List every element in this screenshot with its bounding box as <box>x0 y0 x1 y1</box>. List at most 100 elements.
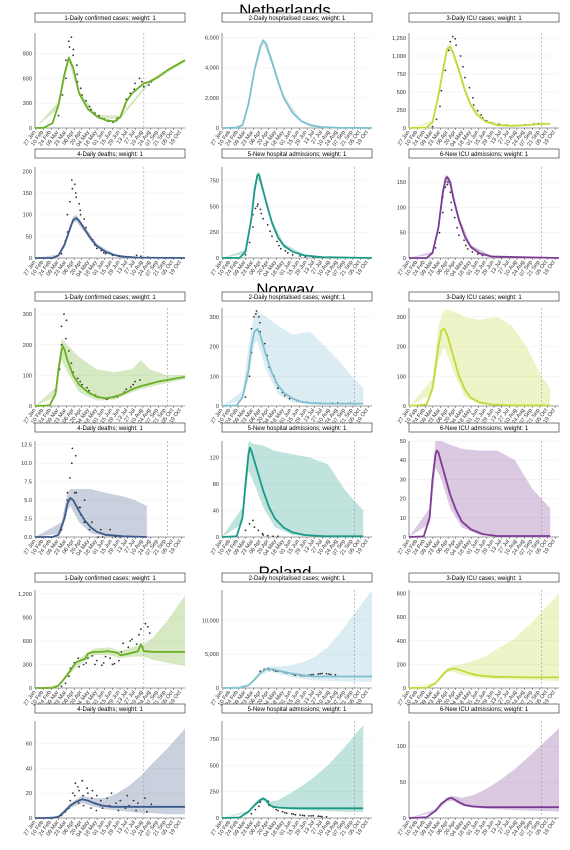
observed-point <box>266 534 269 537</box>
panel: 2-Daily hospitalised cases; weight: 1 0 5,… <box>202 572 373 708</box>
observed-point <box>60 252 63 255</box>
y-tick-label: 200 <box>397 345 406 351</box>
observed-point <box>99 528 102 531</box>
y-tick-label: 40 <box>26 766 32 772</box>
y-tick-label: 100 <box>210 374 219 380</box>
observed-point <box>258 805 260 808</box>
observed-point <box>78 665 80 668</box>
observed-point <box>444 69 447 72</box>
observed-point <box>69 200 71 203</box>
observed-point <box>244 396 247 398</box>
observed-point <box>82 804 85 807</box>
observed-point <box>450 201 453 204</box>
observed-point <box>102 251 105 254</box>
observed-point <box>91 521 93 524</box>
observed-point <box>86 386 88 389</box>
credible-band <box>409 174 559 258</box>
observed-point <box>310 815 313 817</box>
y-tick-label: 0.0 <box>24 535 32 541</box>
observed-point <box>254 808 257 811</box>
observed-point <box>118 659 120 662</box>
observed-point <box>81 94 83 96</box>
observed-point <box>334 673 337 676</box>
panel: 3-Daily ICU cases; weight: 1010020030027… <box>397 291 560 426</box>
observed-point <box>78 789 80 792</box>
panel-title: 1-Daily confirmed cases; weight: 1 <box>64 576 156 582</box>
observed-point <box>135 254 138 257</box>
observed-point <box>79 380 82 383</box>
observed-point <box>252 226 254 228</box>
y-tick-label: 300 <box>23 312 32 318</box>
panel: 2-Daily hospitalised cases; weight: 1 0 10… <box>210 291 373 426</box>
y-tick-label: 100 <box>23 373 32 379</box>
observed-point <box>447 49 450 52</box>
observed-point <box>317 673 320 675</box>
y-tick-label: 60 <box>26 741 32 747</box>
observed-point <box>113 662 116 665</box>
observed-point <box>99 799 102 802</box>
observed-point <box>115 802 117 804</box>
y-tick-label: 20 <box>400 497 406 503</box>
observed-point <box>248 241 251 244</box>
observed-point <box>259 670 262 672</box>
fit-line <box>409 176 560 259</box>
observed-point <box>73 183 76 186</box>
panel-strip <box>34 572 186 583</box>
observed-point <box>131 638 134 641</box>
observed-point <box>100 664 103 667</box>
panel-strip <box>34 148 186 159</box>
observed-point <box>87 657 89 660</box>
panel-title: 5-New hospital admissions; weight: 1 <box>248 707 347 713</box>
credible-band <box>35 595 185 688</box>
observed-point <box>71 187 74 190</box>
y-tick-label: 0 <box>403 126 406 132</box>
y-tick-label: 500 <box>210 204 219 210</box>
observed-point <box>78 202 81 205</box>
panel-strip <box>221 703 373 714</box>
y-tick-label: 0 <box>216 535 219 541</box>
panel: 1-Daily confirmed cases; weight: 1 0 300 60… <box>23 12 186 148</box>
observed-point <box>312 814 315 817</box>
observed-point <box>77 657 80 660</box>
observed-point <box>72 54 75 57</box>
observed-point <box>66 491 69 494</box>
y-tick-label: 5,000 <box>205 652 219 658</box>
y-tick-label: 300 <box>23 662 32 668</box>
y-tick-label: 750 <box>210 737 219 743</box>
observed-point <box>65 319 68 322</box>
y-tick-label: 100 <box>23 213 32 219</box>
observed-point <box>254 207 257 210</box>
observed-point <box>294 813 297 816</box>
panel-title: 4-Daily deaths; weight: 1 <box>77 707 143 713</box>
observed-point <box>257 203 259 206</box>
observed-point <box>67 40 70 43</box>
credible-band <box>222 171 372 258</box>
observed-point <box>139 379 142 381</box>
observed-point <box>258 321 261 324</box>
fit-line <box>221 173 373 259</box>
observed-point <box>148 84 150 86</box>
y-tick-label: 250 <box>397 108 406 114</box>
observed-point <box>244 529 247 532</box>
fit-line <box>408 667 559 689</box>
observed-point <box>82 663 85 666</box>
observed-point <box>70 36 73 38</box>
y-tick-label: 0 <box>216 686 219 692</box>
observed-point <box>253 526 256 528</box>
y-tick-label: 40 <box>213 509 219 515</box>
observed-point <box>277 809 279 812</box>
y-tick-label: 900 <box>23 52 32 58</box>
y-tick-label: 250 <box>210 790 219 796</box>
panel-strip <box>408 422 560 433</box>
observed-point <box>81 779 84 782</box>
observed-point <box>440 89 443 92</box>
observed-point <box>276 240 278 243</box>
y-tick-label: 750 <box>210 178 219 184</box>
panel-title: 2-Daily hospitalised cases; weight: 1 <box>249 576 346 582</box>
observed-point <box>95 809 98 812</box>
observed-point <box>261 532 264 535</box>
y-tick-label: 30 <box>400 477 406 483</box>
credible-band <box>409 441 551 537</box>
panels-group: 1-Daily confirmed cases; weight: 1030060… <box>18 12 560 838</box>
